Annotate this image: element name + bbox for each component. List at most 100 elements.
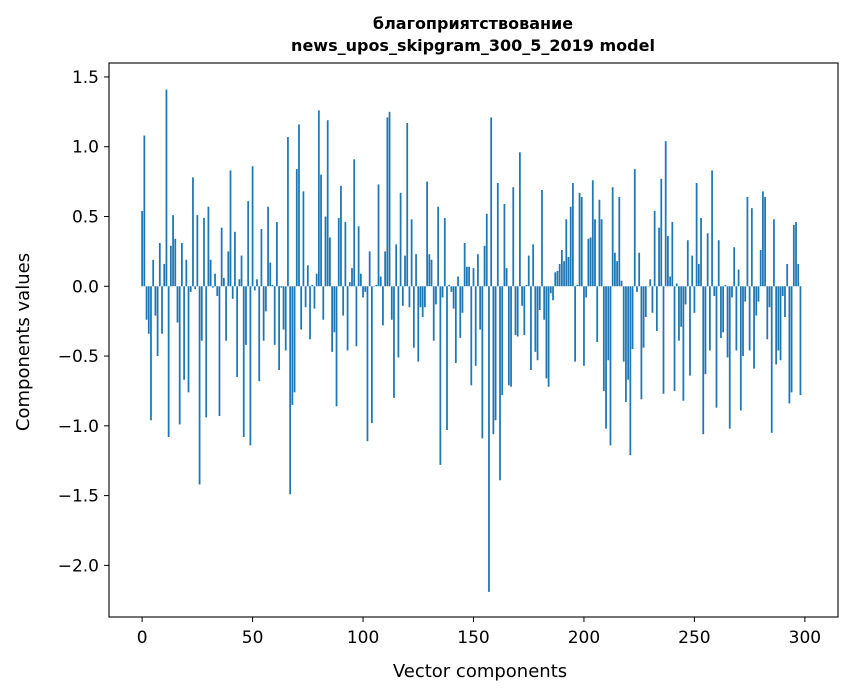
bar-280: [759, 249, 762, 287]
bar-211: [607, 286, 610, 361]
bar-272: [742, 286, 744, 357]
bar-85: [329, 237, 331, 287]
bar-96: [353, 159, 356, 287]
bar-13: [169, 245, 172, 287]
bar-252: [697, 263, 700, 287]
bar-30: [207, 206, 210, 287]
bar-255: [704, 286, 707, 375]
bar-161: [496, 183, 499, 287]
bar-276: [750, 208, 753, 287]
bar-190: [560, 249, 563, 287]
bar-278: [755, 286, 758, 316]
bar-217: [620, 280, 623, 287]
bar-168: [512, 187, 515, 287]
bar-253: [700, 217, 702, 287]
bar-188: [556, 270, 559, 287]
bar-33: [214, 273, 216, 287]
y-tick-label: −2.0: [58, 556, 99, 576]
x-tick-label: 100: [347, 628, 379, 648]
bar-155: [483, 245, 486, 287]
bar-239: [669, 276, 671, 287]
bar-183: [545, 286, 548, 379]
bar-227: [642, 286, 645, 348]
bar-228: [644, 286, 647, 317]
bar-8: [158, 243, 161, 287]
bar-2: [145, 286, 148, 320]
bar-192: [565, 219, 568, 287]
bar-144: [459, 286, 462, 338]
bar-59: [271, 284, 274, 287]
bar-89: [337, 217, 340, 287]
bar-257: [708, 286, 711, 351]
bar-53: [258, 286, 261, 382]
y-tick-label: −1.0: [58, 417, 99, 437]
x-tick-label: 300: [789, 628, 821, 648]
bar-165: [505, 268, 508, 287]
bar-292: [786, 263, 789, 287]
bar-104: [370, 286, 373, 424]
bar-209: [602, 286, 605, 391]
bar-221: [629, 286, 632, 456]
bar-114: [393, 286, 395, 398]
bar-39: [227, 251, 230, 287]
bar-176: [530, 286, 532, 371]
bar-212: [609, 286, 612, 446]
bar-92: [344, 222, 347, 287]
bar-58: [269, 262, 272, 287]
bar-35: [218, 286, 221, 417]
bar-284: [768, 286, 771, 308]
bar-79: [315, 273, 318, 287]
bar-106: [375, 284, 378, 287]
bar-158: [490, 117, 493, 287]
bar-132: [432, 286, 435, 341]
y-tick-label: 1.5: [72, 68, 99, 88]
bar-185: [549, 286, 552, 294]
bar-191: [563, 261, 565, 287]
bar-218: [622, 286, 625, 362]
bar-150: [472, 268, 475, 287]
bar-32: [211, 286, 214, 288]
bar-225: [638, 252, 641, 287]
bar-4: [150, 286, 152, 421]
bar-151: [474, 286, 477, 366]
bar-186: [552, 286, 554, 301]
bar-275: [748, 286, 751, 351]
x-axis-label: Vector components: [393, 661, 567, 682]
bar-69: [293, 286, 296, 393]
bar-291: [784, 286, 786, 317]
bar-238: [667, 236, 669, 287]
bar-230: [649, 279, 652, 287]
bar-50: [251, 166, 254, 287]
bar-223: [633, 169, 636, 287]
bar-298: [799, 286, 802, 396]
bar-231: [651, 286, 654, 313]
bar-62: [278, 286, 280, 371]
bar-295: [792, 224, 795, 287]
bar-203: [589, 237, 592, 287]
bar-201: [585, 286, 588, 298]
bar-181: [541, 189, 543, 287]
bar-187: [554, 272, 557, 287]
bar-142: [454, 286, 457, 364]
bar-178: [534, 286, 537, 352]
bar-189: [558, 263, 561, 287]
bar-157: [488, 286, 490, 592]
bar-167: [510, 286, 512, 387]
bar-115: [395, 244, 398, 287]
bar-215: [616, 261, 618, 287]
bar-44: [238, 279, 241, 287]
bar-206: [596, 286, 599, 343]
bar-87: [333, 286, 336, 333]
x-tick-label: 250: [678, 628, 710, 648]
bar-49: [249, 286, 252, 446]
bar-0: [141, 210, 144, 287]
bar-116: [397, 286, 400, 358]
bar-91: [342, 286, 345, 316]
bar-138: [446, 286, 448, 431]
y-tick-label: 0.0: [72, 277, 99, 297]
bar-286: [773, 219, 775, 287]
bar-254: [702, 286, 705, 435]
bar-210: [605, 286, 607, 429]
bar-147: [465, 266, 468, 287]
bar-113: [390, 286, 393, 320]
